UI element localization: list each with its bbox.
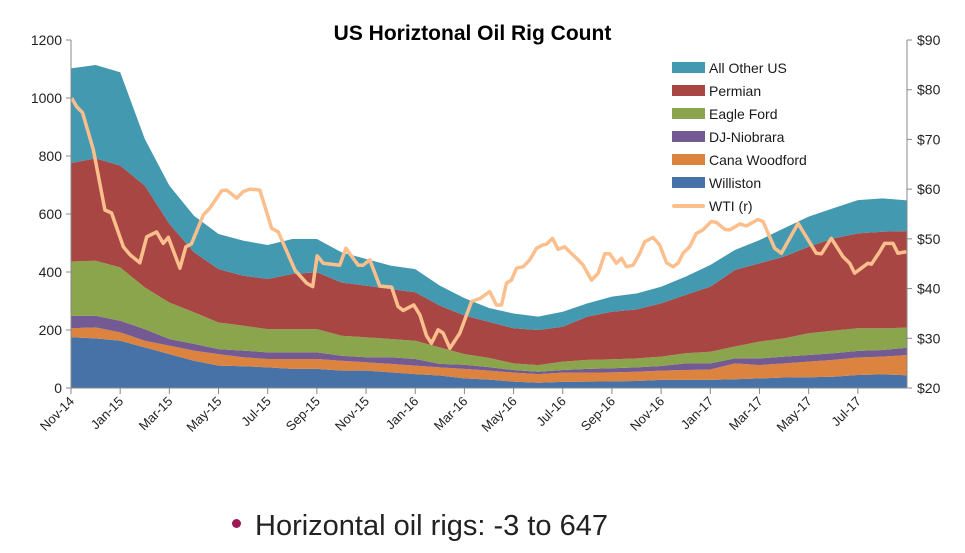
y2-tick-label: $70: [917, 131, 941, 147]
legend-label: Permian: [709, 82, 762, 99]
area-cana-woodford: [71, 327, 907, 383]
y2-tick-label: $80: [917, 82, 941, 98]
legend-item-all-other-us: All Other US: [672, 56, 807, 79]
legend-label: DJ-Niobrara: [709, 128, 785, 145]
legend-item-wti: WTI (r): [672, 194, 807, 217]
y-tick-label: 1000: [31, 90, 62, 106]
y2-tick-label: $50: [917, 231, 941, 247]
x-tick-label: Jul-16: [533, 394, 569, 430]
legend-swatch: [672, 154, 705, 165]
y2-tick-label: $30: [917, 330, 941, 346]
legend-swatch: [672, 131, 705, 142]
x-tick-label: Nov-14: [37, 394, 77, 434]
area-all-other-us: [71, 64, 907, 330]
legend-label: WTI (r): [709, 197, 753, 214]
area-eagle-ford: [71, 260, 907, 372]
y2-tick-label: $40: [917, 281, 941, 297]
legend-item-cana-woodford: Cana Woodford: [672, 148, 807, 171]
legend-label: All Other US: [709, 59, 787, 76]
y2-tick-label: $20: [917, 380, 941, 396]
y-tick-label: 200: [39, 322, 63, 338]
y-tick-label: 400: [39, 264, 63, 280]
y-tick-label: 1200: [31, 32, 62, 48]
legend-label: Cana Woodford: [709, 151, 807, 168]
x-tick-label: Mar-17: [726, 394, 766, 434]
x-tick-label: May-15: [183, 394, 224, 435]
x-tick-label: Sep-16: [578, 394, 618, 434]
legend-item-dj-niobrara: DJ-Niobrara: [672, 125, 807, 148]
legend-swatch: [672, 62, 705, 73]
area-permian: [71, 158, 907, 366]
legend-swatch: [672, 108, 705, 119]
caption: Horizontal oil rigs: -3 to 647: [232, 510, 608, 543]
legend-line-swatch: [672, 203, 705, 208]
y2-tick-label: $60: [917, 181, 941, 197]
legend-item-williston: Williston: [672, 171, 807, 194]
x-tick-label: Nov-16: [627, 394, 667, 434]
y-tick-label: 0: [54, 380, 62, 396]
x-tick-label: May-17: [774, 394, 815, 435]
x-tick-label: Jul-15: [238, 394, 274, 430]
x-tick-label: Jan-15: [88, 394, 127, 433]
bullet-icon: [232, 519, 241, 528]
x-tick-label: Nov-15: [332, 394, 372, 434]
y2-tick-label: $90: [917, 32, 941, 48]
x-tick-label: Jul-17: [828, 394, 864, 430]
wti-line: [70, 97, 907, 350]
y-tick-label: 800: [39, 148, 63, 164]
legend-item-eagle-ford: Eagle Ford: [672, 102, 807, 125]
area-williston: [71, 337, 907, 388]
x-tick-label: May-16: [478, 394, 519, 435]
x-tick-label: Mar-15: [136, 394, 176, 434]
x-tick-label: Mar-16: [431, 394, 471, 434]
legend-label: Williston: [709, 174, 762, 191]
x-tick-label: Jan-17: [678, 394, 717, 433]
chart-title: US Horiztonal Oil Rig Count: [333, 22, 612, 45]
caption-text: Horizontal oil rigs: -3 to 647: [255, 510, 608, 542]
legend-swatch: [672, 85, 705, 96]
y-tick-label: 600: [39, 206, 63, 222]
x-tick-label: Sep-15: [283, 394, 323, 434]
legend: All Other US Permian Eagle Ford DJ-Niobr…: [672, 56, 807, 217]
legend-item-permian: Permian: [672, 79, 807, 102]
legend-swatch: [672, 177, 705, 188]
legend-label: Eagle Ford: [709, 105, 778, 122]
x-tick-label: Jan-16: [383, 394, 422, 433]
